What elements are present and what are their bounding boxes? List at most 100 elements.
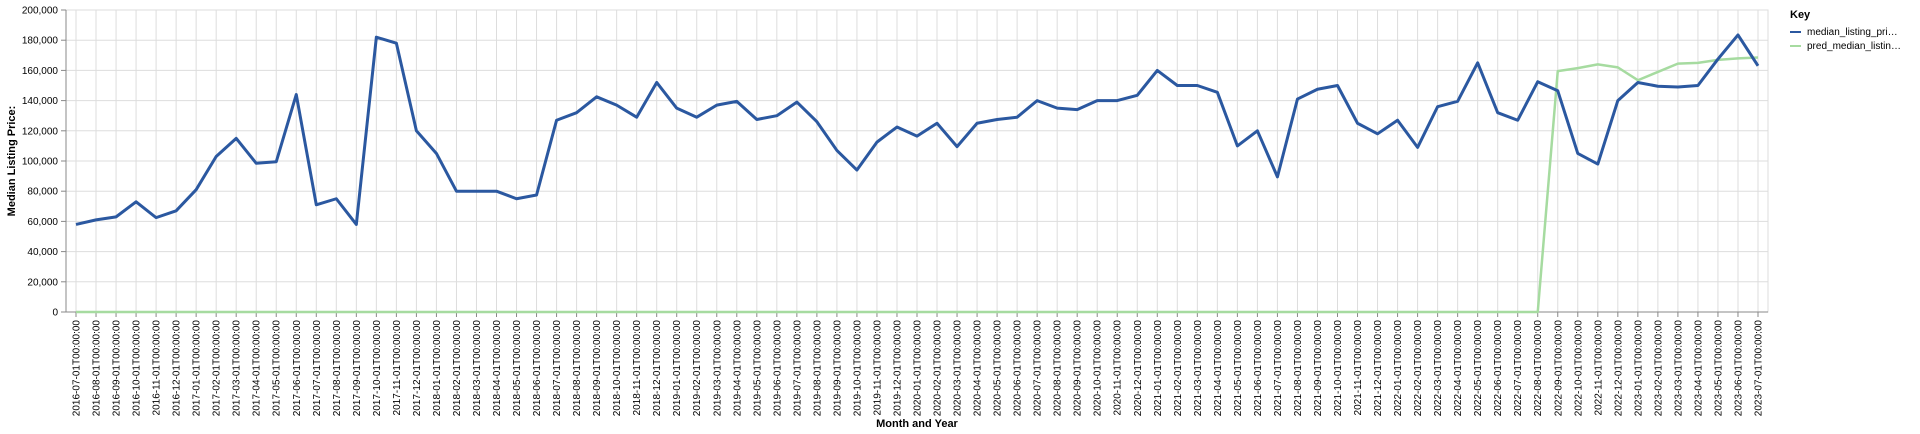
y-tick-label: 200,000 [22,6,59,17]
x-tick-label: 2017-01-01T00:00:00 [192,320,203,417]
series-lines [75,33,1760,314]
x-tick-label: 2017-08-01T00:00:00 [332,320,343,417]
x-tick-label: 2021-02-01T00:00:00 [1173,320,1184,417]
x-tick-label: 2021-11-01T00:00:00 [1353,320,1364,416]
x-tick-label: 2018-05-01T00:00:00 [512,320,523,417]
legend-label-median: median_listing_pri… [1807,27,1898,38]
x-tick-label: 2021-07-01T00:00:00 [1273,320,1284,417]
x-tick-label: 2023-03-01T00:00:00 [1673,320,1684,417]
x-tick-label: 2020-10-01T00:00:00 [1093,320,1104,417]
y-tick-label: 180,000 [22,36,59,47]
x-tick-label: 2019-02-01T00:00:00 [692,320,703,417]
x-tick-label: 2017-10-01T00:00:00 [372,320,383,417]
y-tick-label: 120,000 [22,126,59,137]
y-tick-label: 0 [52,308,58,319]
x-tick-label: 2022-08-01T00:00:00 [1533,320,1544,417]
x-tick-label: 2018-02-01T00:00:00 [452,320,463,417]
x-tick-label: 2022-09-01T00:00:00 [1553,320,1564,417]
x-tick-label: 2019-04-01T00:00:00 [732,320,743,417]
y-axis-title: Median Listing Price: [6,106,18,217]
x-tick-label: 2016-10-01T00:00:00 [132,320,143,417]
x-tick-label: 2022-11-01T00:00:00 [1593,320,1604,416]
x-tick-label: 2022-03-01T00:00:00 [1433,320,1444,417]
x-tick-label: 2022-07-01T00:00:00 [1513,320,1524,417]
series-line-pred-median-listing [76,56,1759,314]
x-tick-label: 2019-05-01T00:00:00 [752,320,763,417]
legend-title: Key [1790,9,1811,21]
x-tick-label: 2020-03-01T00:00:00 [953,320,964,417]
x-tick-label: 2021-05-01T00:00:00 [1233,320,1244,417]
series-line-median-listing-price [75,33,1760,226]
x-tick-label: 2020-05-01T00:00:00 [993,320,1004,417]
x-axis-title: Month and Year [876,418,958,430]
x-tick-label: 2023-02-01T00:00:00 [1653,320,1664,417]
x-tick-label: 2017-05-01T00:00:00 [272,320,283,417]
y-tick-label: 100,000 [22,157,59,168]
x-tick-label: 2023-06-01T00:00:00 [1733,320,1744,417]
x-tick-label: 2020-07-01T00:00:00 [1033,320,1044,417]
x-axis: 2016-07-01T00:00:00 2016-08-01T00:00:00 20… [66,311,1768,417]
x-tick-label: 2021-03-01T00:00:00 [1193,320,1204,417]
x-tick-label: 2019-03-01T00:00:00 [712,320,723,417]
y-tick-label: 60,000 [27,217,58,228]
x-tick-label: 2016-12-01T00:00:00 [172,320,183,417]
legend-label-pred: pred_median_listin… [1807,41,1901,52]
x-tick-label: 2023-05-01T00:00:00 [1713,320,1724,417]
x-tick-label: 2019-10-01T00:00:00 [852,320,863,417]
x-tick-label: 2018-06-01T00:00:00 [532,320,543,417]
x-tick-label: 2017-07-01T00:00:00 [312,320,323,417]
x-tick-label: 2020-06-01T00:00:00 [1013,320,1024,417]
x-tick-label: 2017-06-01T00:00:00 [292,320,303,417]
x-tick-label: 2018-12-01T00:00:00 [652,320,663,417]
x-tick-label: 2019-08-01T00:00:00 [812,320,823,417]
x-tick-label: 2017-09-01T00:00:00 [352,320,363,417]
x-tick-label: 2019-12-01T00:00:00 [892,320,903,417]
x-tick-label: 2022-12-01T00:00:00 [1613,320,1624,417]
x-tick-label: 2019-01-01T00:00:00 [672,320,683,417]
x-tick-label: 2021-12-01T00:00:00 [1373,320,1384,417]
x-tick-label: 2017-03-01T00:00:00 [232,320,243,417]
x-tick-label: 2019-11-01T00:00:00 [872,320,883,416]
y-tick-label: 80,000 [27,187,58,198]
y-axis: 0 20,000 40,000 60,000 80,000 100,000 120,000 1… [22,6,67,319]
gridlines [65,9,1769,313]
x-tick-label: 2018-04-01T00:00:00 [492,320,503,417]
y-tick-label: 160,000 [22,66,59,77]
y-tick-label: 20,000 [27,277,58,288]
x-tick-label: 2022-06-01T00:00:00 [1493,320,1504,417]
y-tick-label: 140,000 [22,96,59,107]
legend: Key median_listing_pri… pred_median_list… [1790,9,1901,52]
x-tick-label: 2017-04-01T00:00:00 [252,320,263,417]
x-tick-label: 2023-01-01T00:00:00 [1633,320,1644,417]
x-tick-label: 2019-06-01T00:00:00 [772,320,783,417]
x-tick-label: 2021-08-01T00:00:00 [1293,320,1304,417]
x-tick-label: 2022-05-01T00:00:00 [1473,320,1484,417]
x-tick-label: 2023-04-01T00:00:00 [1693,320,1704,417]
x-tick-label: 2021-04-01T00:00:00 [1213,320,1224,417]
x-tick-label: 2016-08-01T00:00:00 [92,320,103,417]
x-tick-label: 2020-08-01T00:00:00 [1053,320,1064,417]
x-tick-label: 2022-10-01T00:00:00 [1573,320,1584,417]
x-tick-label: 2021-06-01T00:00:00 [1253,320,1264,417]
x-tick-label: 2023-07-01T00:00:00 [1754,320,1765,417]
x-tick-label: 2016-11-01T00:00:00 [152,320,163,416]
x-tick-label: 2016-07-01T00:00:00 [72,320,83,417]
x-tick-label: 2022-04-01T00:00:00 [1453,320,1464,417]
x-tick-label: 2018-11-01T00:00:00 [632,320,643,416]
x-tick-label: 2022-02-01T00:00:00 [1413,320,1424,417]
x-tick-label: 2021-09-01T00:00:00 [1313,320,1324,417]
x-tick-label: 2021-10-01T00:00:00 [1333,320,1344,417]
x-tick-label: 2016-09-01T00:00:00 [112,320,123,417]
x-tick-label: 2020-09-01T00:00:00 [1073,320,1084,417]
x-tick-label: 2018-03-01T00:00:00 [472,320,483,417]
x-tick-label: 2018-09-01T00:00:00 [592,320,603,417]
x-tick-label: 2018-07-01T00:00:00 [552,320,563,417]
x-tick-label: 2020-04-01T00:00:00 [973,320,984,417]
x-tick-label: 2017-11-01T00:00:00 [392,320,403,416]
x-tick-label: 2019-07-01T00:00:00 [792,320,803,417]
x-tick-label: 2022-01-01T00:00:00 [1393,320,1404,417]
x-tick-label: 2018-01-01T00:00:00 [432,320,443,417]
x-tick-label: 2020-02-01T00:00:00 [933,320,944,417]
x-tick-label: 2017-12-01T00:00:00 [412,320,423,417]
